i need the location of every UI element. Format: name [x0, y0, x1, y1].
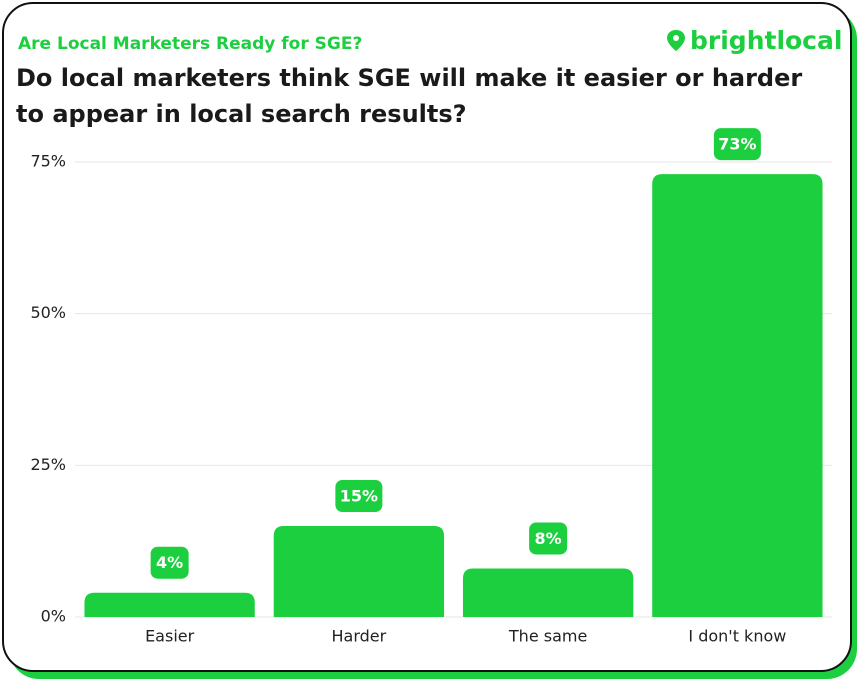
brand-name: brightlocal — [690, 26, 842, 55]
y-tick-label: 75% — [30, 152, 66, 171]
y-tick-label: 50% — [30, 303, 66, 322]
x-tick-label: Easier — [145, 627, 195, 646]
logo-pin-dot — [673, 35, 679, 41]
x-tick-label: I don't know — [688, 627, 786, 646]
bar — [652, 174, 823, 617]
value-label: 15% — [340, 487, 378, 506]
bar — [462, 568, 634, 617]
value-label: 8% — [535, 529, 562, 548]
x-tick-label: Harder — [332, 627, 387, 646]
value-label-bg — [150, 546, 189, 579]
value-label: 4% — [156, 553, 183, 572]
card — [2, 2, 852, 672]
value-label: 73% — [718, 135, 756, 154]
value-label-bg — [335, 480, 383, 512]
subtitle-box: Do local marketers think SGE will make i… — [16, 64, 803, 128]
x-tick-label: The same — [508, 627, 587, 646]
brand-logo: brightlocal — [667, 26, 842, 55]
value-label-bg — [529, 522, 568, 555]
chart-title: Are Local Marketers Ready for SGE? — [18, 34, 362, 54]
value-label-bg — [713, 128, 761, 161]
bar — [273, 526, 445, 617]
bar — [84, 592, 255, 617]
y-tick-label: 0% — [41, 607, 66, 626]
chart-subtitle: Do local marketers think SGE will make i… — [16, 64, 803, 128]
y-tick-label: 25% — [30, 455, 66, 474]
